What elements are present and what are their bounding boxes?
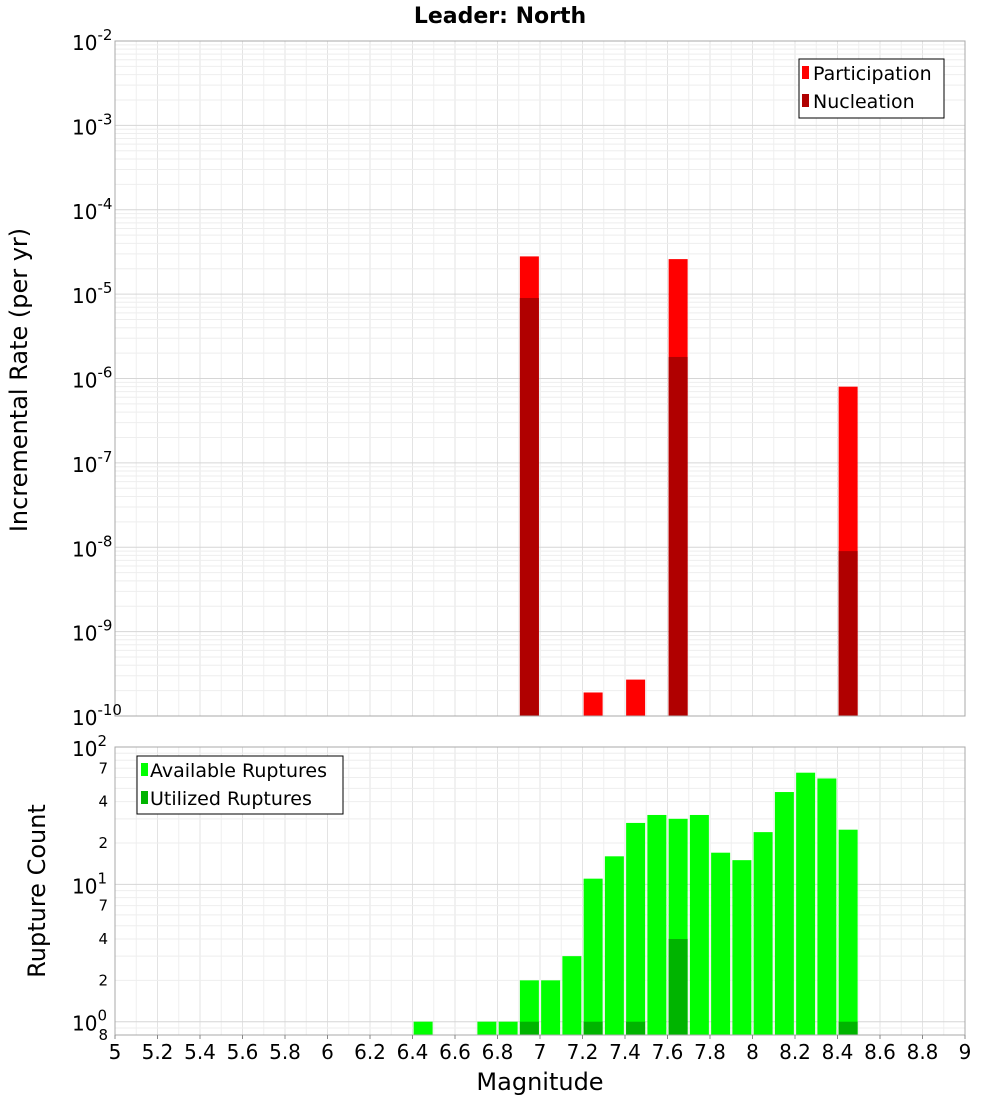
top-y-tick-label: 10-7 [72,448,112,477]
x-tick-label: 6.4 [397,1040,429,1064]
bottom-bar-available-ruptures-7 [604,856,624,1035]
top-grid [114,40,966,717]
bottom-bar-available-ruptures-16 [796,772,816,1035]
x-tick-label: 6.8 [482,1040,514,1064]
bottom-bar-available-ruptures-1 [477,1021,497,1035]
x-axis-label: Magnitude [476,1068,603,1096]
x-tick-label: 6.6 [439,1040,471,1064]
legend-label-available: Available Ruptures [150,760,327,782]
x-tick-label: 8.6 [864,1040,896,1064]
x-tick-label: 8.2 [779,1040,811,1064]
top-y-axis-label: Incremental Rate (per yr) [5,228,33,532]
bottom-y-ticks: 100 101 102 8 2 4 7 2 4 7 [72,732,108,1044]
bottom-y-minor-tick-label: 8 [98,1026,108,1044]
bottom-bar-utilized-ruptures-3 [668,939,688,1035]
chart-title: Leader: North [414,4,586,29]
top-y-tick-label: 10-10 [72,701,122,730]
x-tick-label: 6.2 [354,1040,386,1064]
x-tick-label: 7.4 [609,1040,641,1064]
bottom-legend-box [136,755,344,815]
bottom-bar-available-ruptures-8 [626,822,646,1035]
x-tick-label: 7.2 [567,1040,599,1064]
bottom-y-major-tick-label: 102 [72,732,107,761]
top-bar-nucleation-0 [519,297,539,716]
x-tick-label: 7.8 [694,1040,726,1064]
bottom-y-minor-tick-label: 7 [98,897,108,915]
legend-label-utilized: Utilized Ruptures [150,788,312,810]
x-ticks: 5 5.2 5.4 5.6 5.8 6 6.2 6.4 6.6 6.8 7 7.2 7.4 7.6 7.8 8… [109,1035,972,1064]
top-plot-frame [114,40,966,717]
x-tick-label: 7 [534,1040,547,1064]
top-legend: Participation Nucleation [798,58,945,119]
legend-swatch-nucleation [802,94,809,107]
bottom-bar-available-ruptures-15 [774,792,794,1035]
x-tick-label: 5 [109,1040,122,1064]
top-y-tick-label: 10-6 [72,364,112,393]
top-legend-box [798,58,945,119]
bottom-bar-available-ruptures-4 [541,980,561,1035]
bottom-legend: Available Ruptures Utilized Ruptures [136,755,344,815]
bottom-bar-available-ruptures-6 [583,878,603,1035]
legend-label-nucleation: Nucleation [813,91,915,113]
x-tick-label: 5.4 [184,1040,216,1064]
bottom-bar-available-ruptures-14 [753,832,773,1035]
x-tick-label: 5.8 [269,1040,301,1064]
top-y-tick-label: 10-3 [72,110,112,139]
bottom-bar-available-ruptures-12 [711,852,731,1035]
bottom-bar-utilized-ruptures-1 [583,1021,603,1035]
bottom-y-major-tick-label: 100 [72,1007,107,1036]
x-tick-label: 9 [959,1040,972,1064]
bottom-bar-available-ruptures-0 [413,1021,433,1035]
bottom-y-major-tick-label: 101 [72,869,107,898]
top-bars [519,256,858,716]
x-tick-label: 5.2 [142,1040,174,1064]
bottom-bar-available-ruptures-3 [519,980,539,1035]
bottom-bar-utilized-ruptures-0 [519,1021,539,1035]
x-tick-label: 8.8 [907,1040,939,1064]
bottom-bar-available-ruptures-17 [817,778,837,1035]
legend-label-participation: Participation [813,63,932,85]
top-y-tick-label: 10-2 [72,26,112,55]
top-bar-nucleation-2 [838,551,858,716]
bottom-y-minor-tick-label: 7 [98,759,108,777]
bottom-y-minor-tick-label: 2 [98,971,108,989]
x-tick-label: 8 [746,1040,759,1064]
top-y-tick-label: 10-4 [72,195,112,224]
x-tick-label: 8.4 [822,1040,854,1064]
top-y-ticks: 10-10 10-9 10-8 10-7 10-6 10-5 10-4 10-3 10-2 [72,26,122,730]
bottom-bar-available-ruptures-9 [647,814,667,1035]
bottom-bar-available-ruptures-18 [838,829,858,1035]
top-bar-participation-2 [626,679,646,716]
bottom-y-axis-label: Rupture Count [23,804,51,978]
legend-swatch-utilized [141,791,148,804]
x-tick-label: 6 [321,1040,334,1064]
bottom-y-minor-tick-label: 2 [98,834,108,852]
bottom-bars [413,772,858,1035]
top-bar-nucleation-1 [668,356,688,716]
bottom-bar-available-ruptures-5 [562,956,582,1035]
bottom-y-minor-tick-label: 4 [98,793,108,811]
top-y-tick-label: 10-8 [72,532,112,561]
bottom-bar-available-ruptures-13 [732,860,752,1035]
top-y-tick-label: 10-9 [72,617,112,646]
top-y-tick-label: 10-5 [72,279,112,308]
legend-swatch-available [141,763,148,776]
bottom-bar-available-ruptures-2 [498,1021,518,1035]
bottom-y-minor-tick-label: 4 [98,930,108,948]
bottom-bar-available-ruptures-11 [689,814,709,1035]
bottom-bar-utilized-ruptures-2 [626,1021,646,1035]
x-tick-label: 5.6 [227,1040,259,1064]
top-bar-participation-1 [583,692,603,716]
x-tick-label: 7.6 [652,1040,684,1064]
legend-swatch-participation [802,66,809,79]
bottom-bar-utilized-ruptures-4 [838,1021,858,1035]
